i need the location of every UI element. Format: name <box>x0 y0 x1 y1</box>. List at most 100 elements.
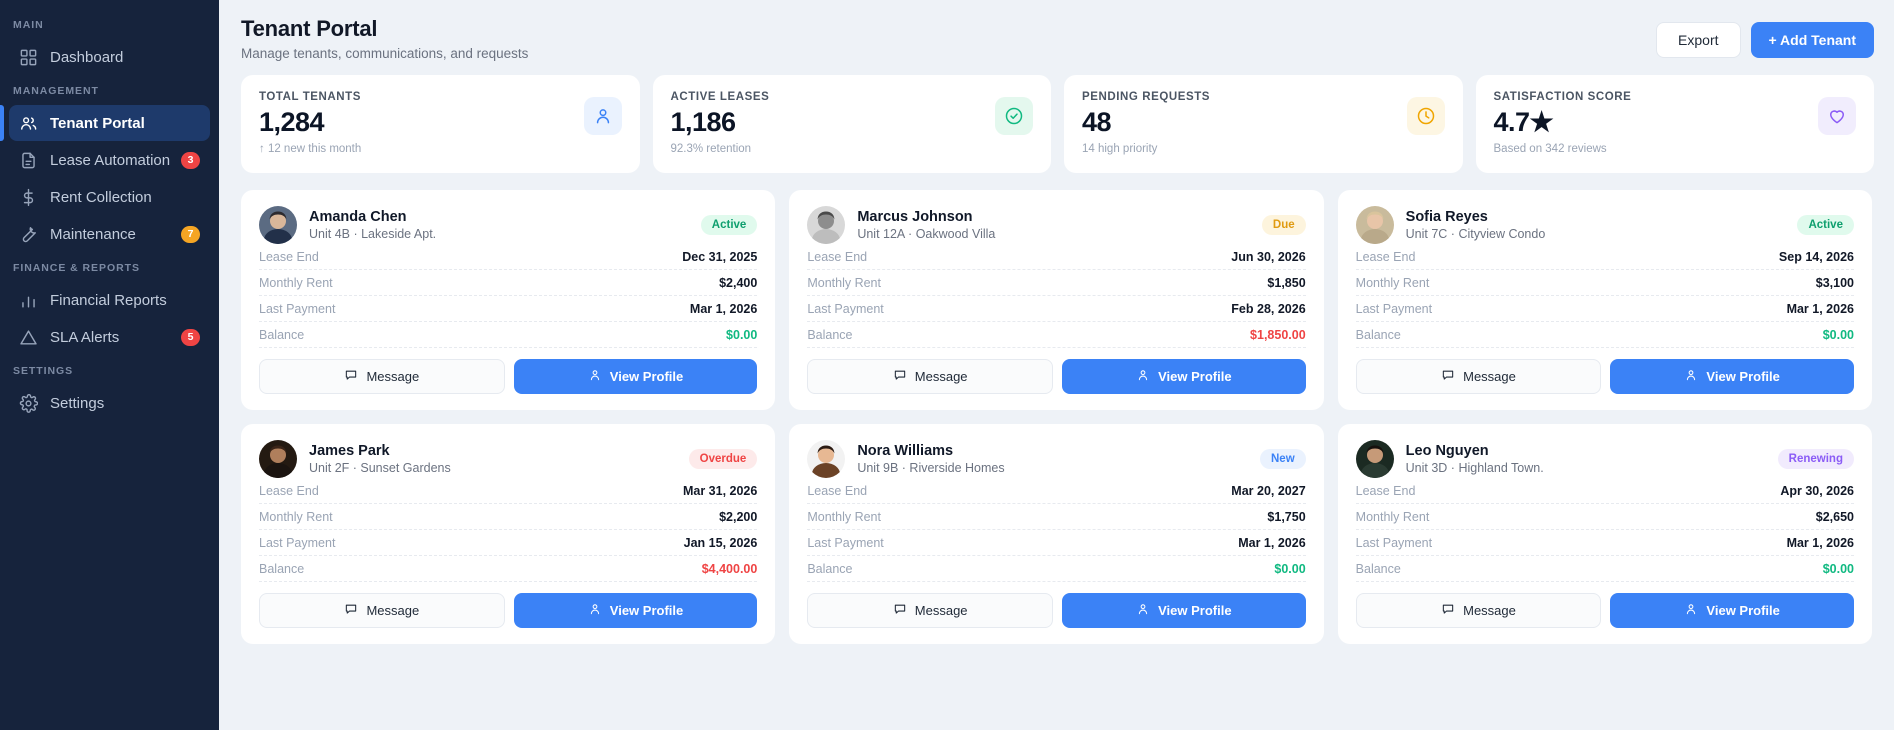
bar-chart-icon <box>19 291 38 310</box>
view-profile-button[interactable]: View Profile <box>1062 593 1306 628</box>
tenant-detail-row: Balance $4,400.00 <box>259 556 758 582</box>
tenant-detail-label-balance: Balance <box>259 562 305 576</box>
message-button-label: Message <box>366 369 420 384</box>
message-button[interactable]: Message <box>1355 593 1602 628</box>
tenant-card-actions: Message View Profile <box>807 359 1306 394</box>
sidebar-item-label: Tenant Portal <box>50 114 145 132</box>
tenant-detail-label-lease-end: Lease End <box>1355 484 1416 498</box>
sidebar-item-badge: 7 <box>181 225 200 243</box>
tenant-detail-value-lease-end: Dec 31, 2025 <box>682 250 758 264</box>
tenant-unit: Unit 9B · Riverside Homes <box>857 461 1005 475</box>
sidebar-item-rent-collection[interactable]: Rent Collection <box>9 179 210 215</box>
view-profile-button-label: View Profile <box>1706 369 1780 384</box>
profile-icon <box>1684 368 1698 385</box>
tenant-identity: Leo Nguyen Unit 3D · Highland Town. <box>1406 443 1544 475</box>
message-button[interactable]: Message <box>807 593 1053 628</box>
user-icon <box>583 97 622 135</box>
stat-card-value: 48 <box>1082 107 1112 137</box>
view-profile-button-label: View Profile <box>609 369 684 384</box>
view-profile-button[interactable]: View Profile <box>1062 359 1306 394</box>
profile-icon <box>588 602 602 619</box>
tenant-card-header: Amanda Chen Unit 4B · Lakeside Apt. Active <box>259 206 758 244</box>
sidebar-item-label: Rent Collection <box>50 188 152 206</box>
clock-icon <box>1406 97 1445 135</box>
tenant-detail-row: Balance $0.00 <box>259 322 758 348</box>
tenant-name: Sofia Reyes <box>1405 209 1488 225</box>
tenant-detail-value-last-payment: Mar 1, 2026 <box>1786 536 1854 550</box>
sidebar-item-settings[interactable]: Settings <box>9 385 210 421</box>
tenant-detail-value-last-payment: Mar 1, 2026 <box>1238 536 1306 550</box>
tenant-detail-label-last-payment: Last Payment <box>259 536 336 550</box>
sidebar-item-label: Settings <box>50 394 105 412</box>
tenant-detail-row: Monthly Rent $2,200 <box>259 504 758 530</box>
sidebar-item-financial-reports[interactable]: Financial Reports <box>9 282 210 318</box>
sidebar-item-label: SLA Alerts <box>50 328 120 346</box>
status-badge: Due <box>1261 215 1306 235</box>
tenant-detail-row: Balance $0.00 <box>1355 556 1854 582</box>
tenant-detail-value-lease-end: Mar 31, 2026 <box>682 484 758 498</box>
sidebar-item-sla-alerts[interactable]: SLA Alerts 5 <box>9 319 210 355</box>
message-icon <box>344 368 358 385</box>
sidebar-item-label: Financial Reports <box>50 291 167 309</box>
tenant-name: Leo Nguyen <box>1405 443 1489 459</box>
export-button[interactable]: Export <box>1656 22 1741 58</box>
check-circle-icon <box>995 97 1033 135</box>
tenant-detail-row: Monthly Rent $3,100 <box>1355 270 1854 296</box>
message-button[interactable]: Message <box>259 359 505 394</box>
profile-icon <box>1136 368 1150 385</box>
stat-card-text: ACTIVE LEASES 1,186 92.3% retention <box>671 91 996 155</box>
sidebar-item-label: Maintenance <box>50 225 136 243</box>
tenant-detail-label-balance: Balance <box>1355 562 1401 576</box>
view-profile-button-label: View Profile <box>609 603 684 618</box>
page-title: Tenant Portal <box>241 16 378 41</box>
view-profile-button[interactable]: View Profile <box>1610 593 1854 628</box>
sidebar-group-label: FINANCE & REPORTS <box>13 262 140 274</box>
tenant-unit: Unit 12A · Oakwood Villa <box>857 227 996 241</box>
tenant-detail-value-lease-end: Jun 30, 2026 <box>1231 250 1306 264</box>
sidebar-item-maintenance[interactable]: Maintenance 7 <box>9 216 210 252</box>
tenant-detail-row: Balance $0.00 <box>1355 322 1854 348</box>
sidebar-item-tenant-portal[interactable]: Tenant Portal <box>0 105 210 141</box>
stat-card-delta: Based on 342 reviews <box>1493 143 1607 155</box>
tenant-detail-label-lease-end: Lease End <box>259 250 319 264</box>
stat-card-label: ACTIVE LEASES <box>670 91 770 103</box>
tenant-detail-value-balance: $1,850.00 <box>1250 328 1306 342</box>
heart-icon <box>1818 97 1856 135</box>
tenant-detail-value-last-payment: Mar 1, 2026 <box>689 302 758 316</box>
view-profile-button[interactable]: View Profile <box>513 359 758 394</box>
tenant-name: Marcus Johnson <box>857 209 973 225</box>
tenant-detail-label-monthly-rent: Monthly Rent <box>259 276 333 290</box>
tenant-card-grid: Amanda Chen Unit 4B · Lakeside Apt. Active… <box>241 190 1894 644</box>
tenant-identity: Nora Williams Unit 9B · Riverside Homes <box>857 443 1004 475</box>
page-header: Tenant Portal Manage tenants, communicat… <box>241 16 1894 61</box>
tenant-detail-label-lease-end: Lease End <box>1355 250 1416 264</box>
tenant-detail-row: Monthly Rent $2,400 <box>259 270 758 296</box>
stat-card-list: TOTAL TENANTS 1,284 ↑ 12 new this month ACT… <box>241 75 1894 173</box>
avatar <box>259 206 297 244</box>
sidebar: MAIN Dashboard MANAGEMENT Tenant Portal Leas… <box>0 0 219 730</box>
tenant-detail-value-lease-end: Apr 30, 2026 <box>1780 484 1854 498</box>
tenant-detail-value-monthly-rent: $1,850 <box>1267 276 1306 290</box>
sidebar-item-dashboard[interactable]: Dashboard <box>9 39 210 75</box>
tenant-detail-label-last-payment: Last Payment <box>1355 302 1433 316</box>
tenant-detail-value-monthly-rent: $3,100 <box>1815 276 1854 290</box>
view-profile-button[interactable]: View Profile <box>513 593 758 628</box>
add-tenant-button[interactable]: + Add Tenant <box>1750 22 1874 58</box>
tenant-card-header: Sofia Reyes Unit 7C · Cityview Condo Activ… <box>1355 206 1854 244</box>
stat-card-label: PENDING REQUESTS <box>1082 91 1211 103</box>
tenant-detail-row: Monthly Rent $1,850 <box>807 270 1306 296</box>
tenant-detail-row: Balance $1,850.00 <box>807 322 1306 348</box>
sidebar-item-lease-automation[interactable]: Lease Automation 3 <box>9 142 210 178</box>
stat-card: SATISFACTION SCORE 4.7★ Based on 342 revie… <box>1475 75 1874 173</box>
tenant-detail-row: Last Payment Mar 1, 2026 <box>1355 530 1854 556</box>
tenant-detail-label-lease-end: Lease End <box>259 484 319 498</box>
message-button[interactable]: Message <box>807 359 1053 394</box>
tenant-identity: Marcus Johnson Unit 12A · Oakwood Villa <box>857 209 995 241</box>
message-button[interactable]: Message <box>259 593 505 628</box>
view-profile-button[interactable]: View Profile <box>1610 359 1854 394</box>
tenant-detail-label-balance: Balance <box>807 562 853 576</box>
stat-card-text: SATISFACTION SCORE 4.7★ Based on 342 revie… <box>1494 91 1819 155</box>
tenant-detail-row: Balance $0.00 <box>807 556 1306 582</box>
message-button[interactable]: Message <box>1355 359 1602 394</box>
